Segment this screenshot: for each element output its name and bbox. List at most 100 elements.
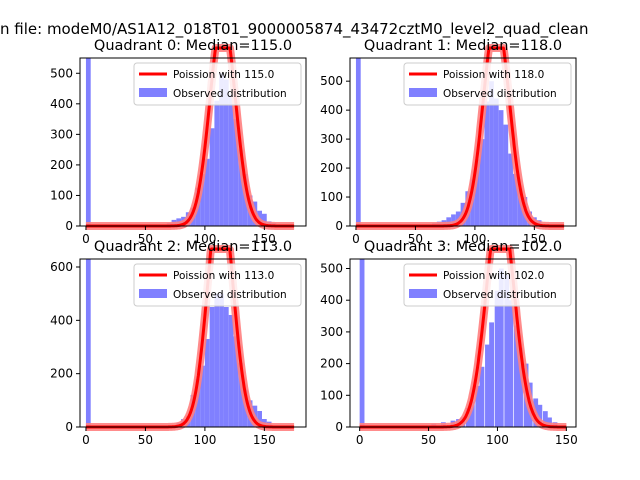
y-tick-label: 400 [320, 293, 343, 307]
legend-entry-observed: Observed distribution [443, 289, 557, 301]
hist-bar [489, 81, 494, 226]
y-tick-label: 400 [50, 97, 73, 111]
legend-entry-observed: Observed distribution [443, 88, 557, 100]
y-tick-label: 0 [65, 219, 73, 233]
x-tick-label: 150 [555, 433, 578, 447]
y-tick-label: 500 [50, 66, 73, 80]
hist-bar [493, 98, 499, 226]
hist-bar [517, 188, 523, 226]
x-tick-label: 100 [486, 433, 509, 447]
y-tick-label: 500 [320, 262, 343, 276]
x-tick-label: 50 [138, 433, 153, 447]
hist-bar [219, 73, 224, 226]
hist-bar [474, 159, 480, 226]
hist-bar [475, 385, 481, 427]
legend-hist-swatch [139, 289, 167, 298]
subplot-quadrant-2: 0 50 100 150 0 200 400 600 Quadrant 2: Median=11… [50, 239, 307, 447]
y-tick-label: 0 [335, 420, 343, 434]
hist-bar [484, 101, 490, 226]
x-tick-label: 50 [408, 232, 423, 246]
x-tick-label: 50 [421, 433, 436, 447]
hist-bar [223, 79, 229, 226]
hist-bar [469, 401, 475, 427]
legend-entry-fit: Poission with 118.0 [443, 69, 544, 81]
x-tick-label: 150 [523, 232, 546, 246]
hist-bar [85, 58, 91, 226]
y-tick-label: 200 [320, 357, 343, 371]
subplot-quadrant-1: 0 50 100 150 0 100 200 300 400 500 Quadrant 1: Med… [320, 38, 577, 246]
hist-bar [489, 322, 495, 427]
legend: Poission with 113.0 Observed distribution [133, 263, 302, 307]
legend-entry-fit: Poission with 115.0 [173, 69, 274, 81]
y-tick-label: 500 [320, 74, 343, 88]
axes-frame [79, 57, 307, 227]
hist-bar [233, 336, 239, 427]
legend-hist-swatch [409, 88, 437, 97]
legend-entry-observed: Observed distribution [173, 88, 287, 100]
hist-bar [238, 149, 243, 226]
subplot-quadrant-0: 0 50 100 150 0 100 200 300 400 500 Quadrant 0: Med… [50, 38, 307, 246]
legend-entry-observed: Observed distribution [173, 289, 287, 301]
y-tick-label: 100 [50, 188, 73, 202]
hist-bar [498, 110, 504, 226]
x-tick-label: 0 [352, 232, 360, 246]
y-tick-label: 400 [50, 313, 73, 327]
axes-frame [349, 57, 577, 227]
hist-bar [228, 315, 234, 427]
figure-suptitle: n file: modeM0/AS1A12_018T01_9000005874_… [0, 20, 589, 38]
hist-bar [359, 259, 365, 427]
hist-bar [513, 325, 519, 427]
y-tick-label: 400 [320, 103, 343, 117]
legend-box [133, 263, 302, 307]
hist-bar [485, 344, 490, 427]
hist-bar [200, 174, 205, 226]
hist-bar [204, 339, 210, 427]
x-tick-label: 150 [253, 433, 276, 447]
x-tick-label: 0 [82, 433, 90, 447]
legend-entry-fit: Poission with 102.0 [443, 270, 544, 282]
hist-bar [508, 300, 514, 427]
x-tick-label: 0 [356, 433, 364, 447]
y-tick-label: 300 [320, 132, 343, 146]
y-tick-label: 200 [50, 367, 73, 381]
y-tick-label: 0 [335, 219, 343, 233]
axes-frame [79, 258, 307, 428]
y-tick-label: 300 [320, 325, 343, 339]
legend-entry-fit: Poission with 113.0 [173, 270, 274, 282]
hist-bar [504, 274, 510, 427]
hist-bar [214, 100, 220, 226]
x-tick-label: 150 [253, 232, 276, 246]
hist-bar [498, 268, 504, 427]
subplot-title: Quadrant 0: Median=115.0 [94, 38, 292, 54]
subplot-title: Quadrant 3: Median=102.0 [364, 239, 562, 255]
hist-bar [228, 94, 234, 227]
y-tick-label: 200 [50, 158, 73, 172]
legend-hist-swatch [139, 88, 167, 97]
legend: Poission with 102.0 Observed distribution [403, 263, 572, 307]
legend: Poission with 115.0 Observed distribution [133, 62, 302, 106]
hist-bar [537, 404, 543, 427]
y-tick-label: 200 [320, 161, 343, 175]
legend-box [403, 263, 572, 307]
subplot-title: Quadrant 2: Median=113.0 [94, 239, 292, 255]
subplot-title: Quadrant 1: Median=118.0 [364, 38, 562, 54]
hist-bar [446, 217, 452, 226]
y-tick-label: 100 [320, 190, 343, 204]
hist-bar [238, 363, 243, 427]
hist-bar [542, 411, 548, 427]
hist-bar [195, 379, 201, 427]
hist-bar [451, 214, 456, 226]
subplot-quadrant-3: 0 50 100 150 0 100 200 300 400 500 Quadrant 3: Med… [320, 239, 578, 447]
hist-bar [233, 119, 239, 226]
hist-bar [494, 290, 500, 427]
hist-bar [512, 173, 518, 226]
x-tick-label: 50 [138, 232, 153, 246]
x-tick-label: 100 [193, 433, 216, 447]
hist-bar [355, 58, 361, 226]
hist-bar [261, 213, 267, 226]
hist-bar [214, 293, 220, 427]
hist-bar [479, 139, 485, 226]
y-tick-label: 0 [65, 420, 73, 434]
hist-bar [479, 366, 485, 427]
